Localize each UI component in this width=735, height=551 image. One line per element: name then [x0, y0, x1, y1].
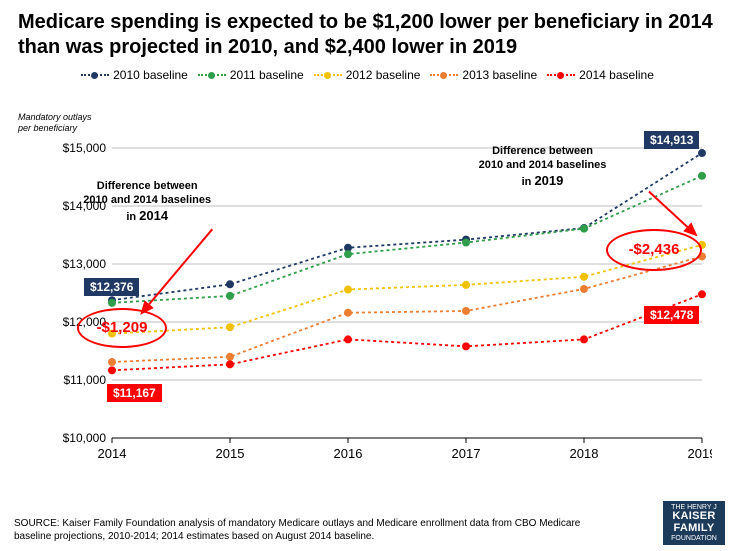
legend-item: 2013 baseline	[430, 68, 537, 82]
data-label: $12,376	[84, 278, 139, 296]
legend-item: 2010 baseline	[81, 68, 188, 82]
svg-text:$13,000: $13,000	[63, 257, 107, 271]
legend-label: 2014 baseline	[579, 68, 654, 82]
legend-item: 2012 baseline	[314, 68, 421, 82]
annotation-text: Difference between2010 and 2014 baseline…	[479, 145, 607, 189]
source-text: SOURCE: Kaiser Family Foundation analysi…	[14, 518, 614, 543]
legend-item: 2014 baseline	[547, 68, 654, 82]
y-axis-label: Mandatory outlays per beneficiary	[18, 112, 92, 134]
svg-text:2017: 2017	[452, 446, 481, 461]
page-title: Medicare spending is expected to be $1,2…	[0, 0, 735, 66]
svg-text:2015: 2015	[216, 446, 245, 461]
difference-callout: -$1,209	[77, 308, 167, 348]
annotation-text: Difference between2010 and 2014 baseline…	[83, 180, 211, 224]
legend-label: 2010 baseline	[113, 68, 188, 82]
legend: 2010 baseline 2011 baseline 2012 baseline 2…	[0, 66, 735, 84]
data-label: $12,478	[644, 306, 699, 324]
svg-text:$11,000: $11,000	[64, 373, 107, 387]
svg-text:2019: 2019	[688, 446, 712, 461]
legend-label: 2013 baseline	[462, 68, 537, 82]
legend-label: 2012 baseline	[346, 68, 421, 82]
data-label: $14,913	[644, 131, 699, 149]
data-label: $11,167	[107, 384, 162, 402]
line-chart: $10,000$11,000$12,000$13,000$14,000$15,0…	[62, 138, 712, 468]
legend-item: 2011 baseline	[198, 68, 304, 82]
svg-text:$15,000: $15,000	[63, 141, 107, 155]
svg-text:2016: 2016	[334, 446, 363, 461]
kff-logo: THE HENRY J KAISER FAMILY FOUNDATION	[663, 501, 725, 545]
svg-text:2014: 2014	[98, 446, 127, 461]
difference-callout: -$2,436	[606, 229, 702, 271]
svg-text:$10,000: $10,000	[63, 431, 107, 445]
legend-label: 2011 baseline	[230, 68, 304, 82]
svg-text:2018: 2018	[570, 446, 599, 461]
